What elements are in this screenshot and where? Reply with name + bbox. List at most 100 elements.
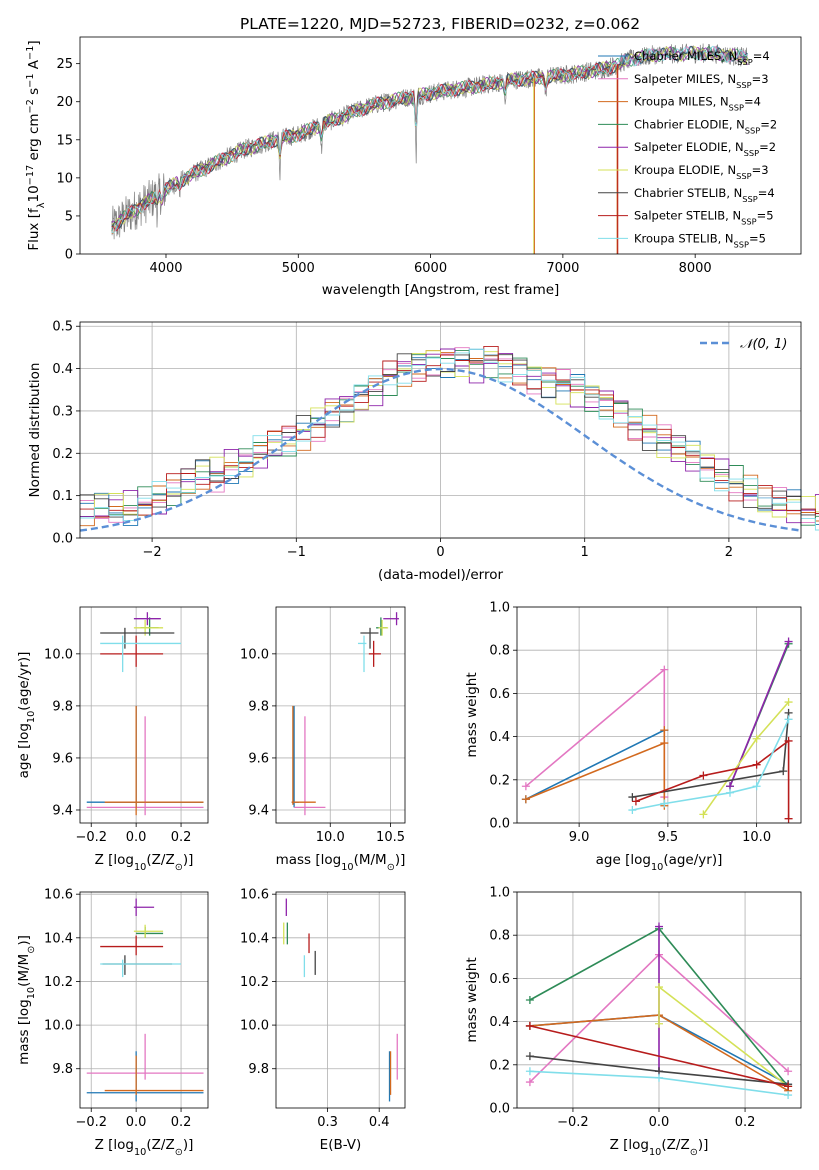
weight-marker xyxy=(660,739,669,748)
age-vs-mass-ytick-label: 9.4 xyxy=(248,803,269,818)
mass-vs-EBV-ytick-label: 10.2 xyxy=(240,975,269,990)
weight-marker xyxy=(779,767,788,776)
spectrum-xtick-label: 8000 xyxy=(679,261,712,276)
residuals-xtick-label: 1 xyxy=(581,545,589,560)
weight-series-line xyxy=(632,712,790,798)
weight-vs-Z-ylabel: mass weight xyxy=(464,957,480,1042)
mass-vs-Z-ytick-label: 10.0 xyxy=(44,1019,73,1034)
legend-label: Chabrier MILES, NSSP=4 xyxy=(634,49,770,67)
age-vs-mass-xtick-label: 10.0 xyxy=(316,830,345,845)
legend-label: Kroupa STELIB, NSSP=5 xyxy=(634,231,766,249)
model-spectrum-line xyxy=(111,46,748,232)
weight-marker xyxy=(784,698,793,707)
mass-vs-Z-frame xyxy=(79,891,209,1109)
weight-vs-age-xlabel: age [log10(age/yr)] xyxy=(596,852,723,873)
spectrum-xtick-label: 7000 xyxy=(546,261,579,276)
weight-vs-age-xtick-label: 9.5 xyxy=(658,830,679,845)
residual-histogram xyxy=(80,347,819,523)
weight-marker xyxy=(525,1021,534,1030)
weight-vs-age-ytick-label: 0.0 xyxy=(489,817,510,832)
legend-label: Chabrier STELIB, NSSP=4 xyxy=(634,186,775,204)
spectrum-ytick-label: 10 xyxy=(56,171,73,186)
weight-marker xyxy=(628,793,637,802)
weight-marker xyxy=(660,665,669,674)
age-vs-Z-ytick-label: 9.4 xyxy=(52,803,73,818)
figure-title: PLATE=1220, MJD=52723, FIBERID=0232, z=0… xyxy=(240,15,640,33)
mass-vs-EBV-ytick-label: 10.4 xyxy=(240,931,269,946)
weight-marker xyxy=(784,637,793,646)
mass-vs-Z-xtick-label: 0.0 xyxy=(126,1115,147,1130)
spectrum-frame xyxy=(79,36,802,255)
age-vs-Z-xtick-label: 0.2 xyxy=(171,830,192,845)
legend-label: Kroupa MILES, NSSP=4 xyxy=(634,95,761,113)
weight-series-line xyxy=(525,730,666,806)
errorbar-point xyxy=(133,898,155,916)
residuals-xtick-label: −2 xyxy=(143,545,162,560)
residuals-ytick-label: 0.0 xyxy=(52,532,73,547)
weight-vs-age-frame xyxy=(516,606,802,824)
residuals-ytick-label: 0.3 xyxy=(52,404,73,419)
mass-vs-Z-xtick-label: −0.2 xyxy=(75,1115,107,1130)
legend-label: 𝒩(0, 1) xyxy=(740,337,787,352)
errorbar-point xyxy=(104,1055,204,1095)
weight-marker xyxy=(628,806,637,815)
legend-label: Kroupa ELODIE, NSSP=3 xyxy=(634,163,769,181)
weight-marker xyxy=(726,788,734,797)
spectrum-ytick-label: 5 xyxy=(65,209,73,224)
mass-vs-Z-ytick-label: 10.4 xyxy=(44,931,73,946)
weight-marker xyxy=(784,1067,793,1076)
weight-marker xyxy=(699,810,708,819)
weight-series-line xyxy=(529,1025,789,1088)
residuals-xtick-label: 2 xyxy=(725,545,733,560)
mass-vs-EBV-ytick-label: 9.8 xyxy=(248,1062,269,1077)
errorbar-point xyxy=(360,627,379,649)
spectrum-ytick-label: 0 xyxy=(65,248,73,263)
errorbar-point xyxy=(294,716,326,816)
weight-marker xyxy=(521,782,530,791)
weight-marker xyxy=(525,1052,534,1061)
age-vs-Z-xtick-label: 0.0 xyxy=(126,830,147,845)
weight-marker xyxy=(655,922,663,931)
weight-marker xyxy=(525,996,534,1004)
residuals-ytick-label: 0.2 xyxy=(52,447,73,462)
errorbar-point xyxy=(100,635,164,667)
errorbar-point xyxy=(102,955,173,975)
age-vs-mass-ytick-label: 10.0 xyxy=(240,647,269,662)
residuals-ytick-label: 0.5 xyxy=(52,320,73,335)
residuals-frame xyxy=(79,321,802,539)
weight-marker xyxy=(655,1019,663,1028)
weight-series-line xyxy=(525,729,665,800)
spectrum-ytick-label: 15 xyxy=(56,133,73,148)
errorbar-point xyxy=(133,612,161,626)
weight-vs-age-ytick-label: 1.0 xyxy=(489,601,510,616)
errorbar-point xyxy=(133,924,164,938)
residuals-ytick-label: 0.1 xyxy=(52,489,73,504)
weight-marker xyxy=(784,715,793,724)
weight-marker xyxy=(631,797,640,806)
mass-vs-EBV-xtick-label: 0.3 xyxy=(317,1115,338,1130)
weight-vs-age-xtick-label: 10.0 xyxy=(742,830,771,845)
weight-marker xyxy=(660,799,669,808)
weight-vs-age-xtick-label: 9.0 xyxy=(569,830,590,845)
weight-vs-age-ytick-label: 0.6 xyxy=(489,687,510,702)
weight-vs-Z-ytick-label: 0.2 xyxy=(489,1058,510,1073)
mass-vs-EBV-ytick-label: 10.0 xyxy=(240,1019,269,1034)
age-vs-mass-xtick-label: 10.5 xyxy=(376,830,405,845)
mass-vs-Z-ytick-label: 10.6 xyxy=(44,888,73,903)
weight-marker xyxy=(784,1091,793,1100)
spectrum-ytick-label: 20 xyxy=(56,95,73,110)
residuals-ytick-label: 0.4 xyxy=(52,362,73,377)
weight-series-line xyxy=(632,718,790,811)
weight-marker xyxy=(521,795,530,804)
weight-vs-Z-ytick-label: 1.0 xyxy=(489,886,510,901)
residuals-xtick-label: −1 xyxy=(287,545,306,560)
legend-label: Chabrier ELODIE, NSSP=2 xyxy=(634,117,777,135)
residual-histogram xyxy=(80,350,819,519)
errorbar-point xyxy=(291,705,316,805)
errorbar-point xyxy=(357,635,367,673)
spectrum-xlabel: wavelength [Angstrom, rest frame] xyxy=(322,282,560,298)
residual-histogram xyxy=(80,345,819,518)
errorbar-point xyxy=(383,612,399,626)
errorbar-point xyxy=(368,640,381,667)
mass-vs-Z-ytick-label: 10.2 xyxy=(44,975,73,990)
